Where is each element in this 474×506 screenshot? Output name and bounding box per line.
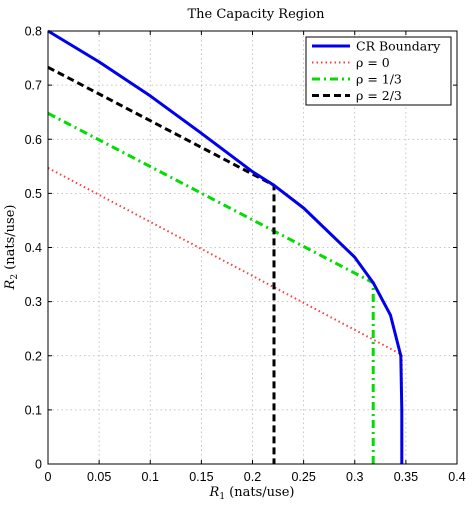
x-tick-label: 0.2 (244, 470, 261, 484)
x-tick-label: 0.35 (394, 470, 418, 484)
series-line-2 (47, 111, 375, 464)
y-tick-label: 0.1 (25, 403, 42, 417)
y-axis-label-symbol: R (3, 279, 18, 290)
series-line-0 (47, 29, 404, 464)
y-axis: 0 0.1 0.2 0.3 0.4 0.5 0.6 0.7 0.8 (25, 25, 457, 472)
y-axis-label-units: (nats/use) (3, 205, 18, 274)
x-axis-label: R1 (nats/use) (209, 485, 295, 502)
legend-label-0: CR Boundary (356, 39, 441, 54)
y-tick-label: 0.2 (25, 349, 42, 363)
y-axis-label-subscript: 2 (10, 274, 20, 280)
x-tick-label: 0.4 (448, 470, 465, 484)
y-tick-label: 0.5 (25, 187, 42, 201)
chart-title: The Capacity Region (188, 7, 326, 22)
x-tick-label: 0.25 (291, 470, 315, 484)
legend-label-2: ρ = 1/3 (356, 72, 402, 87)
x-axis: 0 0.05 0.1 0.15 0.2 0.25 0.3 0.35 0.4 (45, 31, 466, 484)
y-tick-label: 0.7 (25, 79, 42, 93)
legend-box (305, 36, 452, 106)
y-axis-label: R2 (nats/use) (3, 205, 20, 291)
x-tick-label: 0.1 (142, 470, 159, 484)
legend-label-1: ρ = 0 (356, 55, 390, 70)
x-tick-label: 0.05 (87, 470, 111, 484)
x-tick-label: 0.15 (189, 470, 213, 484)
x-tick-label: 0.3 (346, 470, 363, 484)
series-lines (47, 29, 404, 464)
y-tick-label: 0.8 (25, 25, 42, 39)
y-tick-label: 0.4 (25, 241, 42, 255)
y-tick-label: 0.3 (25, 295, 42, 309)
y-tick-label: 0.6 (25, 133, 42, 147)
series-line-1 (47, 167, 403, 464)
x-axis-label-symbol: R (209, 485, 220, 500)
series-line-3 (47, 65, 276, 464)
x-tick-label: 0 (45, 470, 52, 484)
legend-label-3: ρ = 2/3 (356, 88, 402, 103)
x-axis-label-units: (nats/use) (225, 485, 294, 500)
y-tick-label: 0 (35, 458, 42, 472)
x-axis-label-subscript: 1 (219, 492, 225, 502)
